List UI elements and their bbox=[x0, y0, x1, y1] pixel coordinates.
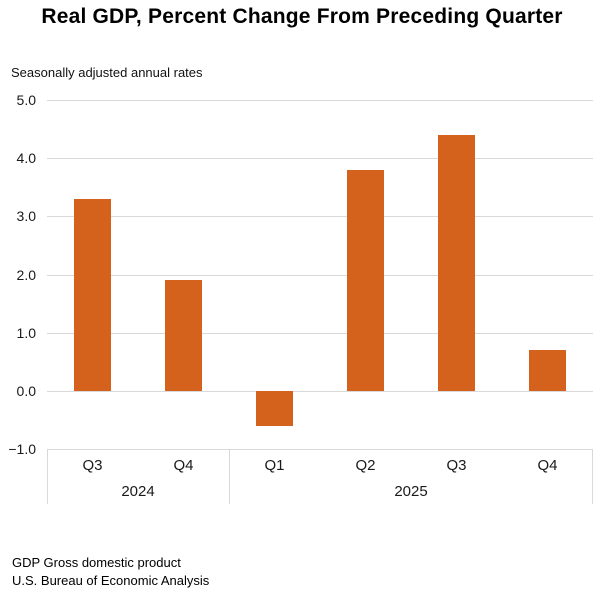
x-axis-year-label: 2024 bbox=[121, 483, 155, 500]
x-axis-quarter-label: Q3 bbox=[446, 457, 467, 474]
y-axis-tick-label: 0.0 bbox=[16, 383, 36, 399]
chart-title: Real GDP, Percent Change From Preceding … bbox=[41, 5, 563, 28]
chart-subtitle: Seasonally adjusted annual rates bbox=[11, 65, 203, 80]
x-axis-quarter-label: Q4 bbox=[537, 457, 558, 474]
footer-note: GDP Gross domestic product bbox=[12, 555, 181, 570]
bar-q4 bbox=[529, 350, 566, 391]
x-axis-year-label: 2025 bbox=[394, 483, 428, 500]
bar-q3 bbox=[438, 135, 475, 391]
bar-q2 bbox=[347, 170, 384, 391]
y-axis-tick-label: 3.0 bbox=[16, 208, 36, 224]
y-axis-tick-label: 5.0 bbox=[16, 92, 36, 108]
gridline bbox=[47, 449, 593, 450]
gridline bbox=[47, 158, 593, 159]
y-axis-tick-label: −1.0 bbox=[8, 441, 36, 457]
y-axis-tick-label: 2.0 bbox=[16, 267, 36, 283]
gridline bbox=[47, 100, 593, 101]
axis-divider bbox=[592, 449, 593, 504]
footer-source: U.S. Bureau of Economic Analysis bbox=[12, 572, 210, 588]
gridline bbox=[47, 333, 593, 334]
x-axis-quarter-label: Q4 bbox=[173, 457, 194, 474]
bar-chart-plot-area bbox=[47, 100, 593, 450]
y-axis-tick-label: 4.0 bbox=[16, 150, 36, 166]
x-axis: Q3 Q4 Q1 Q2 Q3 Q4 2024 2025 bbox=[47, 449, 593, 504]
x-axis-quarter-label: Q1 bbox=[264, 457, 285, 474]
bar-q3 bbox=[74, 199, 111, 391]
axis-divider bbox=[229, 449, 230, 504]
bar-q4 bbox=[165, 280, 202, 391]
chart-footer: GDP Gross domestic product U.S. Bureau o… bbox=[12, 554, 209, 589]
y-axis-tick-label: 1.0 bbox=[16, 325, 36, 341]
axis-divider bbox=[47, 449, 48, 504]
x-axis-quarter-label: Q2 bbox=[355, 457, 376, 474]
gridline bbox=[47, 275, 593, 276]
bar-q1 bbox=[256, 391, 293, 426]
x-axis-quarter-label: Q3 bbox=[82, 457, 103, 474]
gridline bbox=[47, 216, 593, 217]
gridline bbox=[47, 391, 593, 392]
